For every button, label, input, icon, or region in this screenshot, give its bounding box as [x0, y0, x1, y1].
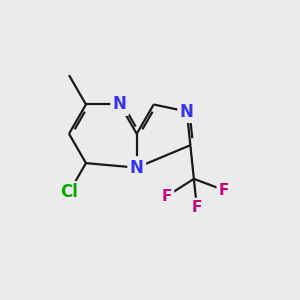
- Text: F: F: [219, 183, 229, 198]
- Text: N: N: [130, 159, 144, 177]
- Text: N: N: [180, 103, 194, 121]
- Text: N: N: [113, 95, 127, 113]
- Text: F: F: [162, 189, 172, 204]
- Text: Cl: Cl: [60, 184, 78, 202]
- Text: F: F: [192, 200, 202, 215]
